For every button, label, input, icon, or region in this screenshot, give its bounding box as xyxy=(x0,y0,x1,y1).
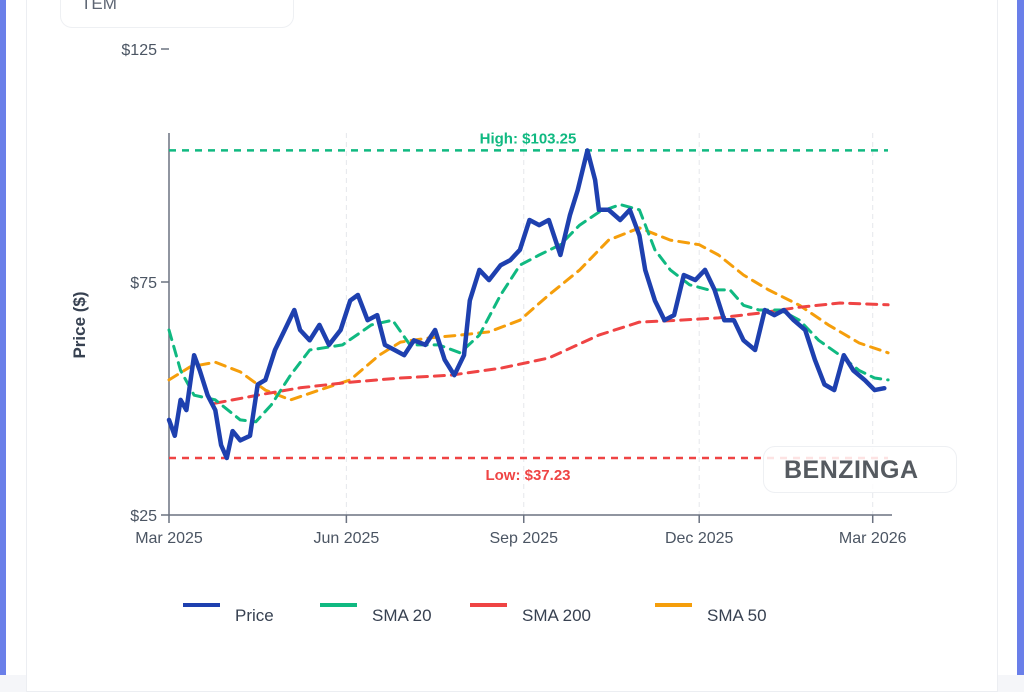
x-tick-label: Mar 2026 xyxy=(839,530,907,547)
series-line-sma-200 xyxy=(213,301,890,405)
ticker-box: TEM xyxy=(60,0,294,28)
watermark-text: BENZINGA xyxy=(784,456,919,484)
benzinga-watermark: BENZINGA xyxy=(763,446,957,493)
x-tick-label: Jun 2025 xyxy=(313,530,379,547)
y-tick-label: $125 xyxy=(121,42,157,59)
right-accent-bar xyxy=(1017,0,1024,675)
series-line-price xyxy=(166,148,887,461)
left-accent-bar xyxy=(0,0,6,675)
y-axis-title: Price ($) xyxy=(70,291,89,358)
legend-label: SMA 200 xyxy=(522,606,591,625)
high-label: High: $103.25 xyxy=(480,130,577,147)
series-line-sma-50 xyxy=(167,226,890,402)
y-tick-label: $75 xyxy=(130,275,157,292)
ticker-symbol: TEM xyxy=(81,0,117,13)
chart-card xyxy=(26,0,998,692)
price-chart: Mar 2025 Jun 2025 Sep 2025 Dec 2025 Mar 2026… xyxy=(70,42,907,625)
x-tick-label: Sep 2025 xyxy=(489,530,558,547)
legend-label: SMA 50 xyxy=(707,606,767,625)
low-label: Low: $37.23 xyxy=(485,467,570,484)
legend-label: Price xyxy=(235,606,274,625)
series-line-sma-20 xyxy=(167,203,890,424)
x-tick-label: Dec 2025 xyxy=(665,530,734,547)
y-tick-label: $25 xyxy=(130,508,157,525)
x-tick-label: Mar 2025 xyxy=(135,530,203,547)
legend-label: SMA 20 xyxy=(372,606,432,625)
